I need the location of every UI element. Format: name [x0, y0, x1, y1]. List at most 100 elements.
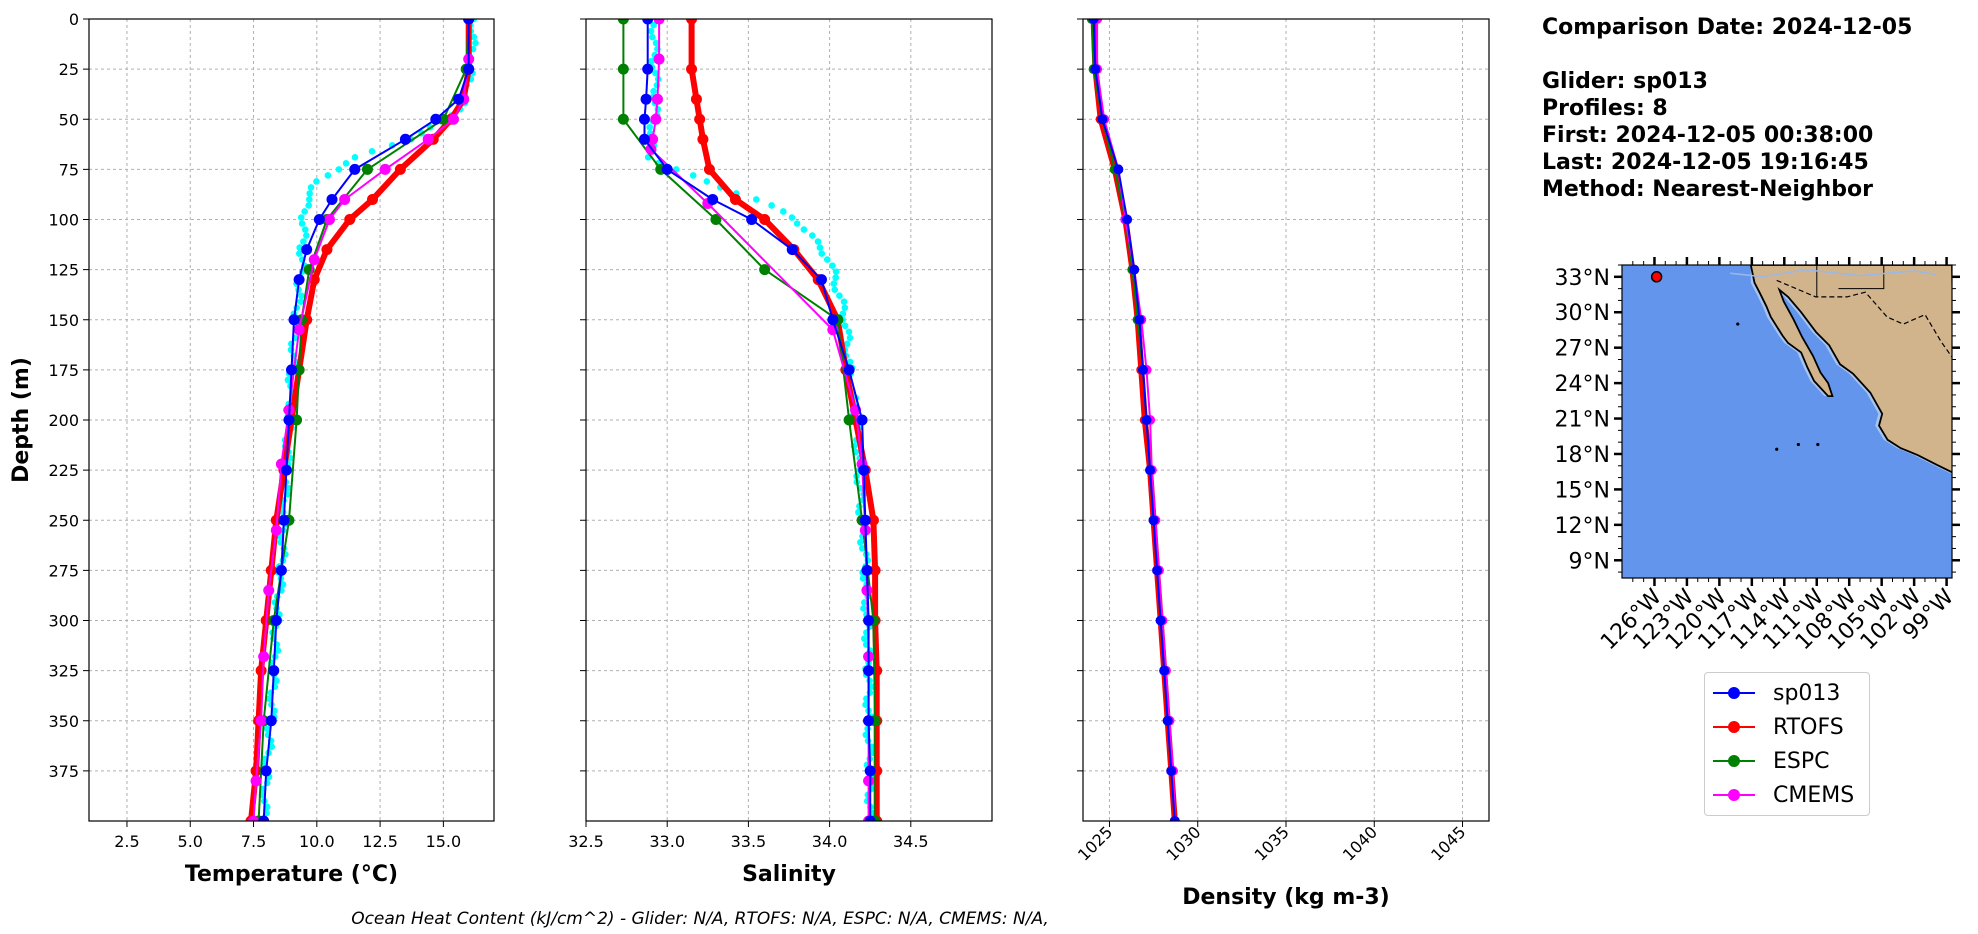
lat-tick-label: 12°N [1555, 514, 1610, 539]
series-sp013-point [313, 214, 325, 225]
series-sp013-point [1097, 114, 1108, 125]
legend-label: CMEMS [1773, 783, 1855, 808]
glider-raw-point [703, 178, 711, 185]
series-cmems-point [263, 584, 275, 596]
glider-raw-point [305, 202, 312, 209]
glider-raw-point [647, 27, 655, 35]
glider-raw-point [866, 677, 873, 684]
series-cmems-point [255, 715, 267, 727]
series-sp013-point [463, 63, 475, 75]
glider-raw-point [297, 298, 304, 306]
first-time: First: 2024-12-05 00:38:00 [1542, 123, 1874, 148]
legend: sp013 RTOFS ESPC CMEMS [1704, 672, 1870, 816]
series-sp013-point [1169, 816, 1180, 821]
glider-raw-point [342, 160, 350, 167]
x-tick-label: 15.0 [426, 832, 462, 851]
y-tick-label: 250 [48, 511, 79, 530]
map-frame [1621, 264, 1953, 579]
series-sp013-point [270, 615, 282, 626]
glider-raw-point [274, 647, 282, 654]
series-sp013-point [1113, 164, 1124, 175]
series-sp013-point [1134, 314, 1145, 325]
x-tick-label: 1045 [1427, 822, 1469, 864]
glider-raw-point [868, 683, 876, 690]
glider-raw-point [862, 731, 870, 739]
series-sp013-point [453, 93, 465, 105]
y-tick-label: 0 [69, 10, 79, 29]
series-sp013-point [275, 564, 287, 576]
series-cmems-point [653, 19, 665, 25]
glider-raw-point [818, 250, 826, 257]
series-sp013-point [843, 364, 855, 376]
river-line [1730, 268, 1936, 278]
series-sp013-point [863, 665, 875, 677]
glider-raw-point [831, 286, 839, 293]
series-sp013-point [1145, 465, 1156, 476]
border-line [1776, 279, 1952, 358]
series-sp013-point [856, 414, 868, 426]
series-espc-point [361, 163, 373, 175]
x-tick-label: 1040 [1339, 822, 1381, 864]
series-cmems-point [647, 133, 659, 145]
glider-raw-point [263, 803, 271, 811]
x-tick-label: 33.5 [731, 832, 767, 851]
y-tick-label: 275 [48, 561, 79, 580]
y-tick-label: 25 [59, 60, 79, 79]
x-tick-label: 2.5 [114, 832, 139, 851]
glider-raw-point [823, 256, 831, 263]
glider-raw-point [279, 581, 287, 588]
glider-raw-point [809, 232, 816, 239]
series-sp013-point [858, 464, 870, 476]
series-sp013-point [260, 765, 272, 777]
series-sp013-point [1148, 515, 1159, 526]
series-espc-point [437, 113, 449, 125]
glider-raw-point [843, 340, 851, 348]
lat-tick-label: 9°N [1569, 549, 1610, 574]
glider-raw-point [298, 292, 305, 299]
glider-raw-point [832, 268, 840, 275]
glider-raw-point [650, 21, 657, 29]
series-rtofs-point [729, 193, 741, 205]
glider-raw-point [846, 358, 854, 366]
glider-raw-point [845, 328, 853, 336]
series-rtofs-point [703, 163, 715, 175]
glider-raw-point [648, 57, 655, 65]
land [1749, 265, 1952, 474]
x-tick-label: 12.5 [362, 832, 398, 851]
y-axis-label: Depth (m) [9, 357, 34, 483]
glider-raw-point [265, 695, 273, 702]
series-rtofs-point [686, 63, 698, 75]
series-cmems-point [863, 775, 875, 787]
series-rtofs-point [321, 244, 333, 256]
series-cmems-point [448, 113, 459, 125]
plot-area [245, 19, 479, 821]
y-tick-label: 125 [48, 261, 79, 280]
y-tick-label: 175 [48, 361, 79, 380]
series-sp013-point [815, 274, 827, 286]
series-sp013-point [746, 214, 758, 225]
y-tick-label: 350 [48, 712, 79, 731]
glider-raw-point [652, 69, 659, 77]
series-sp013-point [278, 514, 290, 526]
glider-raw-point [689, 172, 697, 179]
glider-raw-point [298, 220, 306, 227]
y-tick-label: 100 [48, 211, 79, 230]
y-tick-label: 300 [48, 612, 79, 631]
y-tick-label: 50 [59, 110, 79, 129]
glider-raw-point [836, 292, 843, 299]
glider-raw-point [814, 238, 822, 245]
glider-raw-point [313, 178, 320, 185]
glider-raw-point [284, 376, 292, 384]
glider-raw-point [800, 226, 808, 233]
legend-item-espc: ESPC [1705, 747, 1869, 775]
series-sp013-point [1162, 715, 1173, 726]
ohc-summary: Ocean Heat Content (kJ/cm^2) - Glider: N… [351, 909, 1049, 929]
series-sp013-point [1122, 214, 1133, 225]
x-tick-label: 5.0 [178, 832, 203, 851]
series-sp013-point [642, 63, 654, 75]
series-rtofs-point [394, 163, 406, 175]
series-sp013-point [283, 414, 295, 426]
glider-raw-point [816, 244, 824, 251]
x-tick-label: 34.0 [812, 832, 848, 851]
